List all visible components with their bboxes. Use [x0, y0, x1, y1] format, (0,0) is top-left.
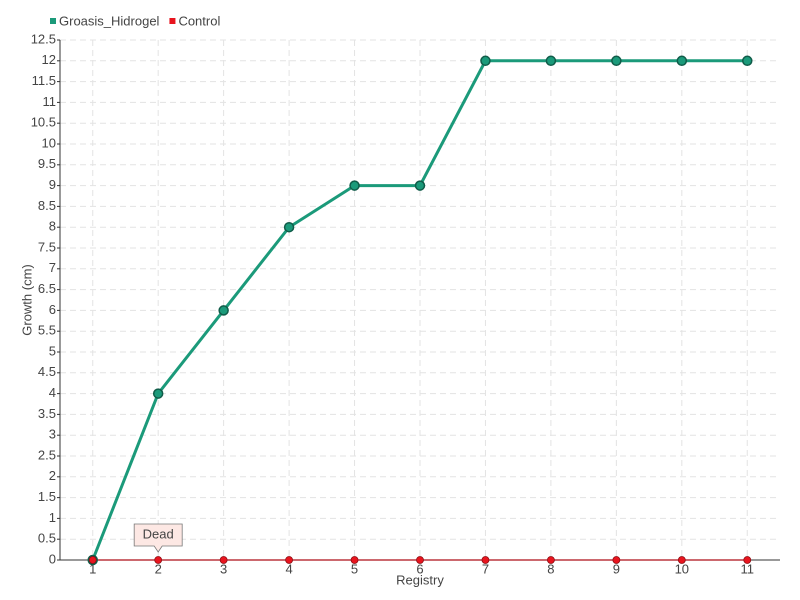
data-point	[154, 556, 163, 564]
y-tick-label: 1.5	[38, 489, 56, 504]
y-tick-label: 1	[49, 510, 56, 525]
legend-swatch	[169, 18, 176, 24]
y-tick-label: 5	[49, 343, 56, 358]
x-tick-label: 5	[351, 561, 358, 576]
x-tick-label: 8	[547, 561, 554, 576]
data-point	[677, 556, 686, 564]
y-tick-label: 12.5	[31, 31, 56, 46]
data-point	[545, 55, 557, 67]
y-tick-label: 0.5	[38, 531, 56, 546]
y-tick-label: 9	[49, 177, 56, 192]
data-point	[481, 556, 490, 564]
data-point	[88, 556, 97, 564]
x-tick-label: 6	[416, 561, 423, 576]
data-point	[350, 556, 359, 564]
y-tick-label: 4	[49, 385, 56, 400]
data-point	[612, 556, 621, 564]
y-tick-label: 6.5	[38, 281, 56, 296]
data-point	[676, 55, 688, 67]
x-tick-label: 3	[220, 561, 227, 576]
data-point	[743, 556, 752, 564]
data-point	[414, 180, 426, 191]
annotation-text: Dead	[143, 526, 174, 541]
data-point	[416, 556, 424, 564]
x-tick-label: 7	[482, 561, 489, 576]
annotation: Dead	[133, 523, 183, 553]
y-tick-label: 9.5	[38, 156, 56, 171]
y-tick-label: 8	[49, 219, 56, 234]
y-tick-label: 2	[49, 468, 56, 483]
x-tick-label: 10	[675, 561, 689, 576]
data-point	[349, 180, 360, 191]
legend-label: Groasis_Hidrogel	[59, 13, 160, 28]
legend-label: Control	[178, 13, 220, 28]
y-tick-label: 11	[43, 94, 57, 109]
data-point	[742, 55, 753, 67]
data-point	[219, 556, 228, 564]
y-tick-label: 11.5	[32, 73, 56, 88]
x-tick-label: 2	[155, 561, 162, 576]
x-axis-label: Registry	[396, 572, 444, 587]
y-tick-label: 8.5	[38, 198, 56, 213]
data-point	[152, 388, 164, 399]
data-point	[283, 221, 295, 233]
x-tick-label: 11	[741, 561, 755, 576]
y-tick-label: 3.5	[38, 406, 56, 421]
x-tick-label: 1	[89, 561, 96, 576]
data-point	[480, 55, 491, 67]
y-tick-label: 2.5	[38, 447, 56, 462]
y-tick-label: 10.5	[31, 115, 56, 130]
data-point	[611, 55, 622, 67]
data-point	[218, 305, 229, 316]
y-tick-label: 7	[49, 260, 56, 275]
y-axis-label: Growth (cm)	[19, 264, 34, 336]
legend-swatch	[50, 18, 56, 24]
y-tick-label: 5.5	[38, 323, 56, 338]
y-tick-label: 3	[49, 427, 56, 442]
y-tick-label: 0	[49, 551, 56, 566]
annotation-callout	[133, 523, 183, 553]
data-point	[547, 556, 555, 564]
data-point	[285, 556, 293, 564]
y-tick-label: 12	[42, 52, 56, 67]
x-tick-label: 9	[613, 561, 620, 576]
y-tick-label: 6	[49, 302, 56, 317]
y-tick-label: 7.5	[38, 239, 56, 254]
y-tick-label: 10	[42, 135, 56, 150]
x-tick-label: 4	[285, 561, 292, 576]
y-tick-label: 4.5	[38, 364, 56, 379]
